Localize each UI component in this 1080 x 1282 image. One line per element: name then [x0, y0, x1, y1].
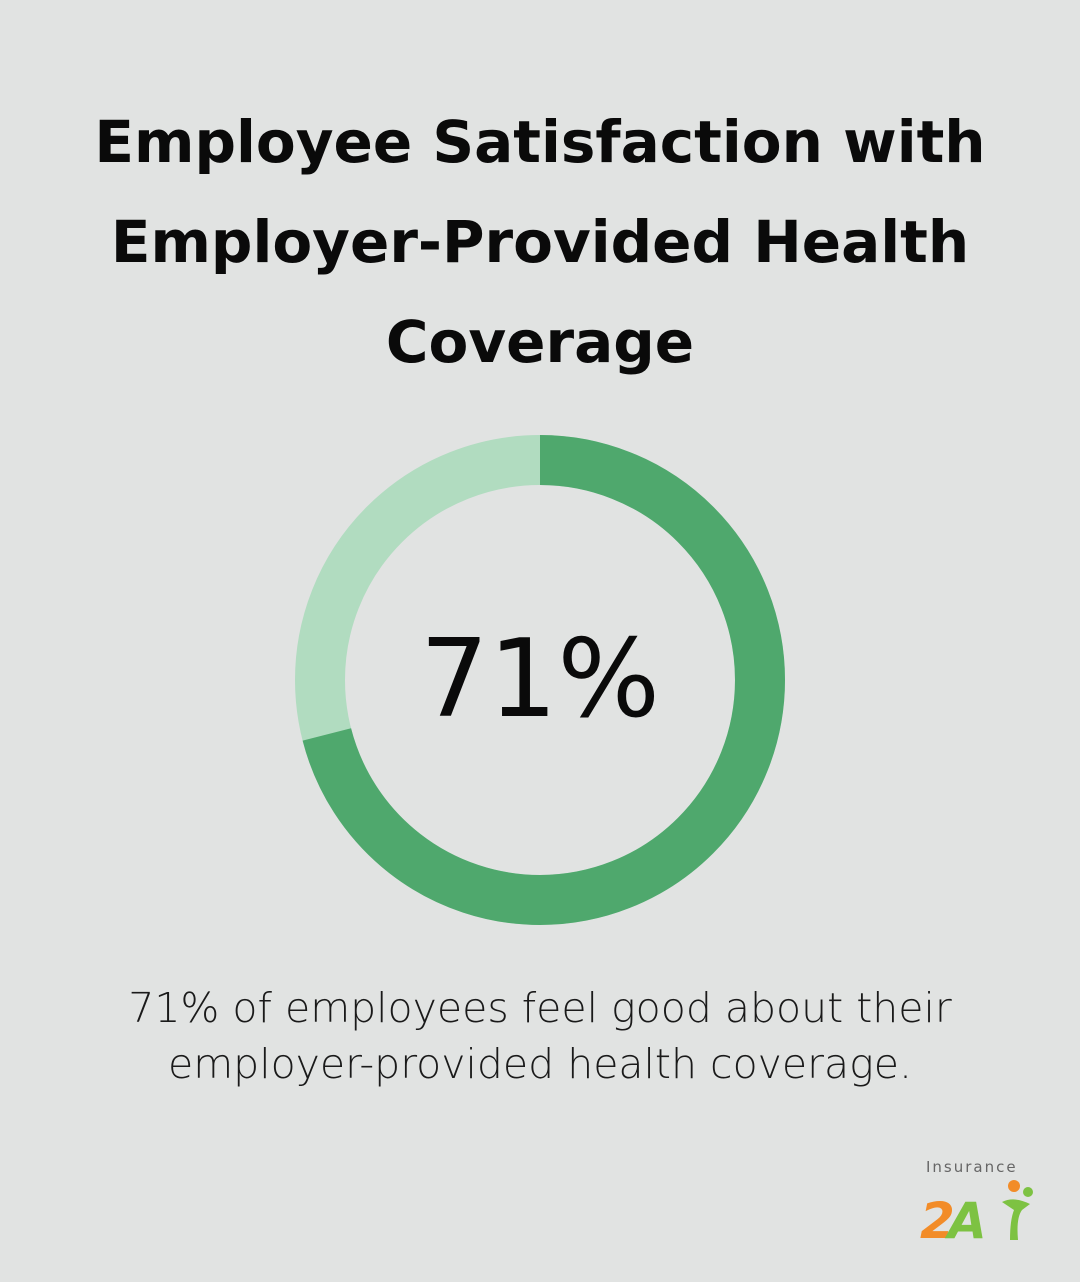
- logo-mark-icon: 2 A: [920, 1180, 1033, 1248]
- svg-text:A: A: [944, 1192, 987, 1248]
- svg-text:2: 2: [920, 1192, 955, 1248]
- insurance2ai-logo: Insurance 2 A: [918, 1158, 1048, 1248]
- donut-center-label: 71%: [420, 617, 660, 742]
- donut-slice-satisfied: [295, 435, 785, 925]
- chart-title: Employee Satisfaction with Employer-Prov…: [94, 108, 986, 376]
- logo-text: Insurance: [926, 1158, 1018, 1176]
- chart-caption: 71% of employees feel good about their e…: [128, 984, 952, 1088]
